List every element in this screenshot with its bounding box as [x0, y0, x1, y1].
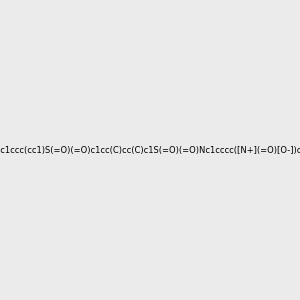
Text: Clc1ccc(cc1)S(=O)(=O)c1cc(C)cc(C)c1S(=O)(=O)Nc1cccc([N+](=O)[O-])c1: Clc1ccc(cc1)S(=O)(=O)c1cc(C)cc(C)c1S(=O)…	[0, 146, 300, 154]
